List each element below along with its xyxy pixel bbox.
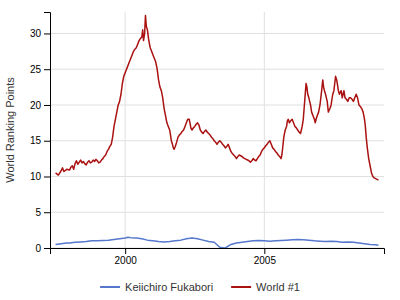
- y-tick: 20: [30, 100, 50, 111]
- y-tick-mark: [44, 33, 50, 34]
- y-grid-line: [50, 33, 384, 34]
- y-tick: 0: [35, 243, 50, 254]
- y-tick-mark: [44, 212, 50, 213]
- x-tick-label: 2005: [254, 255, 277, 266]
- y-grid-line: [50, 69, 384, 70]
- series-line: [56, 237, 379, 248]
- legend-item: Keiichiro Fukabori: [100, 281, 213, 293]
- y-tick: 15: [30, 135, 50, 146]
- chart: 2000 2005 0 5 10 15 20 25 30 World Ranking Points…: [0, 0, 400, 300]
- y-tick-label: 25: [30, 64, 42, 75]
- y-tick-mark: [44, 141, 50, 142]
- y-tick-label: 30: [30, 28, 42, 39]
- legend-swatch: [231, 286, 251, 288]
- y-tick-label: 10: [30, 171, 42, 182]
- y-tick-label: 5: [35, 207, 41, 218]
- y-tick: 5: [35, 207, 50, 218]
- y-tick-mark: [44, 176, 50, 177]
- y-tick-mark: [44, 248, 50, 249]
- y-tick-mark: [44, 105, 50, 106]
- x-tick-mark: [125, 248, 126, 254]
- x-tick: 2000: [115, 248, 138, 266]
- x-grid-line: [125, 12, 126, 248]
- y-tick-label: 20: [30, 100, 42, 111]
- legend-item: World #1: [231, 281, 300, 293]
- series-line: [56, 16, 379, 180]
- x-tick: 2005: [254, 248, 277, 266]
- x-axis-line: [51, 249, 385, 255]
- y-grid-line: [50, 176, 384, 177]
- y-axis: 0 5 10 15 20 25 30: [30, 13, 51, 254]
- legend-label: Keiichiro Fukabori: [125, 281, 213, 293]
- legend-label: World #1: [256, 281, 300, 293]
- y-tick-mark: [44, 69, 50, 70]
- y-tick: 30: [30, 28, 50, 39]
- grid: [50, 12, 384, 248]
- y-tick: 10: [30, 171, 50, 182]
- legend: Keiichiro Fukabori World #1: [100, 281, 300, 293]
- plot-area: [56, 16, 379, 248]
- x-grid-line: [264, 12, 265, 248]
- chart-container: 2000 2005 0 5 10 15 20 25 30 World Ranking Points…: [0, 0, 400, 300]
- y-tick: 25: [30, 64, 50, 75]
- y-axis-title: World Ranking Points: [4, 77, 16, 183]
- y-grid-line: [50, 104, 384, 105]
- y-tick-label: 15: [30, 135, 42, 146]
- y-grid-line: [50, 140, 384, 141]
- x-tick-label: 2000: [115, 255, 138, 266]
- y-axis-line: [44, 13, 51, 249]
- y-grid-line: [50, 212, 384, 213]
- x-axis: 2000 2005: [51, 248, 385, 266]
- y-tick-label: 0: [35, 243, 41, 254]
- x-tick-mark: [264, 248, 265, 254]
- legend-swatch: [100, 286, 120, 288]
